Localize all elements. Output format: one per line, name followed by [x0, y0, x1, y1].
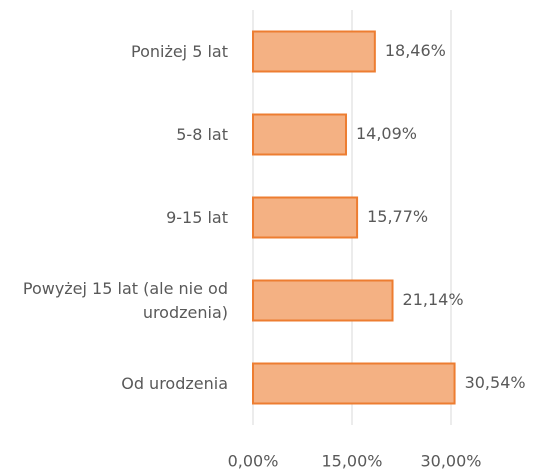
- value-label: 15,77%: [367, 207, 428, 226]
- y-tick-label: Poniżej 5 lat: [130, 41, 228, 61]
- y-tick-label: 5-8 lat: [176, 124, 228, 144]
- bar: [252, 279, 394, 322]
- value-label: 14,09%: [356, 124, 417, 143]
- value-label: 21,14%: [403, 290, 464, 309]
- y-tick-label: Powyżej 15 lat (ale nie od urodzenia): [22, 278, 228, 322]
- value-label: 30,54%: [465, 373, 526, 392]
- bar: [252, 196, 359, 239]
- x-tick-label: 0,00%: [228, 452, 279, 471]
- x-tick-label: 15,00%: [321, 452, 382, 471]
- value-label: 18,46%: [385, 41, 446, 60]
- bar: [252, 30, 376, 73]
- bar: [252, 362, 456, 405]
- x-tick-label: 30,00%: [420, 452, 481, 471]
- y-tick-label: 9-15 lat: [166, 207, 228, 227]
- bar: [252, 113, 347, 156]
- y-tick-label: Od urodzenia: [121, 373, 228, 393]
